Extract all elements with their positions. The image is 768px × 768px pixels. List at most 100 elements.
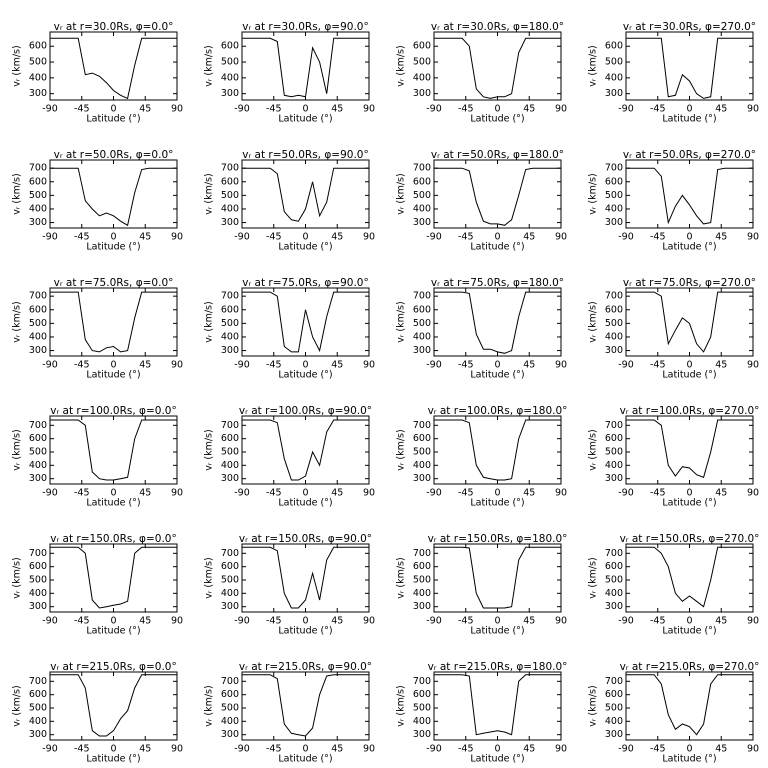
panel-title: vᵣ at r=215.0Rs, φ=270.0° [620, 661, 760, 673]
x-tick-label: -90 [42, 744, 58, 755]
x-tick-label: 0 [302, 616, 308, 627]
x-tick-label: 0 [686, 104, 692, 115]
velocity-curve [242, 37, 369, 98]
x-tick-label: -90 [426, 744, 442, 755]
x-tick-label: -45 [74, 232, 90, 243]
y-axis-label: vᵣ (km/s) [588, 557, 599, 598]
y-tick-label: 600 [221, 561, 239, 572]
y-tick-label: 600 [221, 41, 239, 52]
x-tick-label: 45 [523, 104, 535, 115]
y-tick-label: 300 [221, 729, 239, 740]
y-tick-label: 600 [413, 433, 431, 444]
x-tick-label: -90 [426, 360, 442, 371]
x-tick-label: -45 [74, 488, 90, 499]
y-tick-label: 600 [221, 433, 239, 444]
y-tick-label: 600 [413, 304, 431, 315]
x-axis-label: Latitude (°) [86, 498, 140, 509]
panel-title: vᵣ at r=100.0Rs, φ=180.0° [428, 405, 568, 417]
y-tick-label: 300 [413, 473, 431, 484]
y-axis-label: vᵣ (km/s) [204, 557, 215, 598]
x-tick-label: 90 [171, 488, 183, 499]
panel-title: vᵣ at r=100.0Rs, φ=0.0° [50, 405, 176, 417]
x-tick-label: -45 [650, 232, 666, 243]
plot-frame [49, 415, 178, 485]
panel-title: vᵣ at r=30.0Rs, φ=270.0° [623, 21, 756, 33]
y-tick-label: 500 [29, 447, 47, 458]
panel-title: vᵣ at r=75.0Rs, φ=90.0° [242, 277, 368, 289]
x-tick-label: 90 [363, 232, 375, 243]
x-axis-label: Latitude (°) [278, 626, 332, 637]
x-tick-label: -90 [618, 232, 634, 243]
x-tick-label: -90 [234, 360, 250, 371]
y-tick-label: 400 [413, 331, 431, 342]
x-axis-label: Latitude (°) [86, 370, 140, 381]
x-tick-label: 0 [302, 232, 308, 243]
y-tick-label: 700 [413, 420, 431, 431]
x-tick-label: 45 [715, 616, 727, 627]
y-tick-label: 700 [29, 676, 47, 687]
y-tick-label: 400 [29, 72, 47, 83]
y-tick-label: 500 [413, 57, 431, 68]
x-tick-label: 45 [715, 744, 727, 755]
x-tick-label: 45 [331, 232, 343, 243]
x-tick-label: 90 [363, 616, 375, 627]
x-tick-label: 0 [686, 616, 692, 627]
y-tick-label: 300 [221, 217, 239, 228]
y-tick-label: 600 [29, 561, 47, 572]
x-tick-label: 0 [686, 744, 692, 755]
x-axis-label: Latitude (°) [662, 498, 716, 509]
y-tick-label: 600 [605, 304, 623, 315]
x-tick-label: 90 [747, 488, 759, 499]
x-tick-label: 0 [110, 744, 116, 755]
panel-title: vᵣ at r=150.0Rs, φ=0.0° [50, 533, 176, 545]
velocity-curve [242, 419, 369, 481]
y-tick-label: 400 [221, 460, 239, 471]
velocity-curve [242, 546, 369, 609]
y-tick-label: 400 [221, 588, 239, 599]
x-tick-label: 45 [139, 232, 151, 243]
panel-title: vᵣ at r=75.0Rs, φ=270.0° [623, 277, 756, 289]
y-tick-label: 700 [221, 676, 239, 687]
y-tick-label: 500 [413, 190, 431, 201]
x-tick-label: -90 [42, 360, 58, 371]
x-tick-label: 0 [494, 360, 500, 371]
y-tick-label: 600 [413, 689, 431, 700]
y-tick-label: 600 [221, 176, 239, 187]
y-tick-label: 500 [221, 318, 239, 329]
y-tick-label: 400 [29, 716, 47, 727]
velocity-curve [434, 37, 561, 99]
y-tick-label: 700 [221, 548, 239, 559]
x-tick-label: 90 [363, 104, 375, 115]
velocity-curve [50, 674, 177, 737]
velocity-curve [626, 419, 753, 478]
x-axis-label: Latitude (°) [662, 242, 716, 253]
x-tick-label: 90 [747, 232, 759, 243]
x-tick-label: -90 [42, 232, 58, 243]
velocity-curve [50, 291, 177, 353]
y-tick-label: 300 [221, 88, 239, 99]
x-axis-label: Latitude (°) [278, 498, 332, 509]
x-tick-label: -45 [458, 104, 474, 115]
x-tick-label: -90 [234, 744, 250, 755]
panel-title: vᵣ at r=50.0Rs, φ=90.0° [242, 149, 368, 161]
velocity-curve [626, 37, 753, 99]
x-tick-label: -45 [650, 104, 666, 115]
y-tick-label: 500 [221, 575, 239, 586]
x-axis-label: Latitude (°) [470, 626, 524, 637]
x-tick-label: 90 [555, 360, 567, 371]
x-tick-label: 45 [331, 104, 343, 115]
y-tick-label: 500 [413, 703, 431, 714]
x-tick-label: 90 [363, 744, 375, 755]
y-tick-label: 600 [605, 176, 623, 187]
plot-frame [625, 287, 754, 357]
x-tick-label: -90 [618, 744, 634, 755]
y-axis-label: vᵣ (km/s) [204, 173, 215, 214]
x-tick-label: 90 [747, 744, 759, 755]
y-tick-label: 300 [413, 88, 431, 99]
y-axis-label: vᵣ (km/s) [12, 45, 23, 86]
x-axis-label: Latitude (°) [470, 370, 524, 381]
y-axis-label: vᵣ (km/s) [204, 429, 215, 470]
x-tick-label: 45 [715, 104, 727, 115]
panel-title: vᵣ at r=50.0Rs, φ=270.0° [623, 149, 756, 161]
x-tick-label: 45 [523, 360, 535, 371]
